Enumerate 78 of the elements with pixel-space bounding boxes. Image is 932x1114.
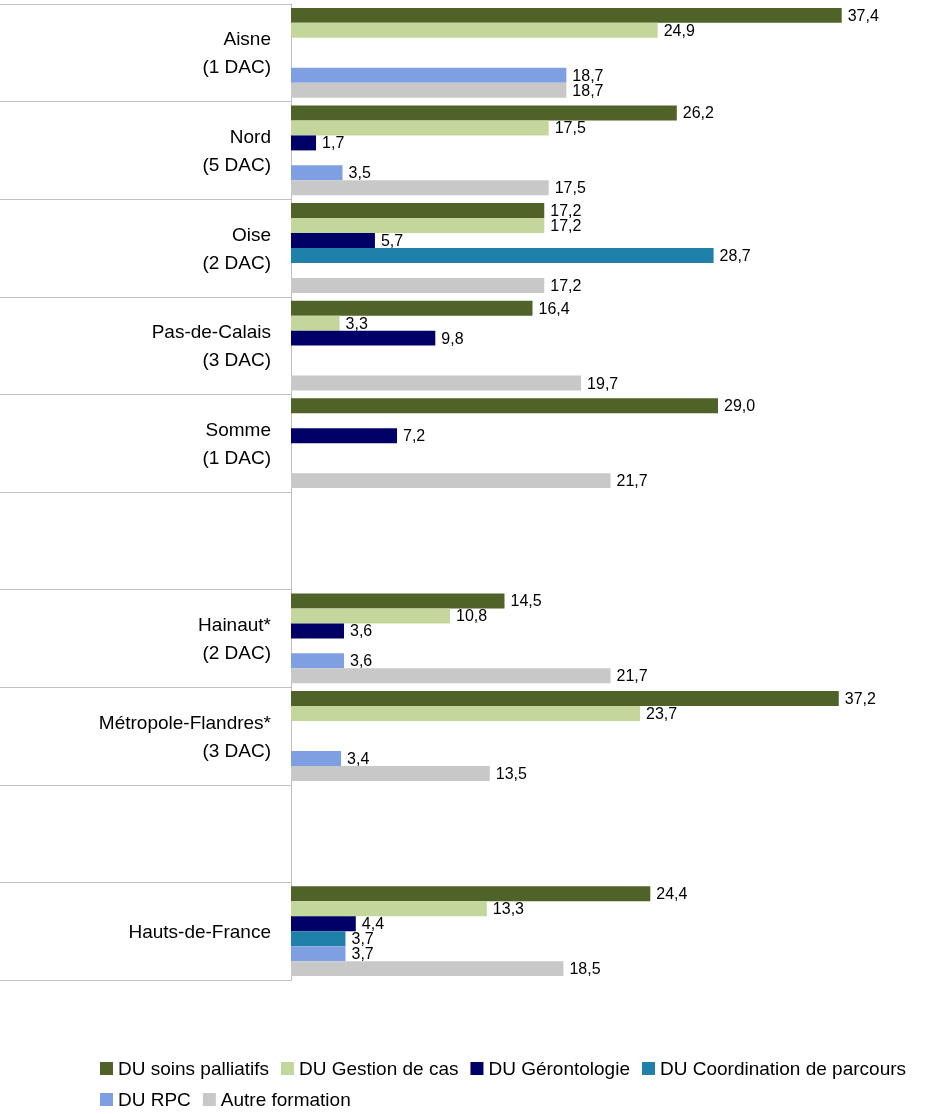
y-tick-label: Nord (5 DAC) xyxy=(202,125,271,175)
data-label: 10,8 xyxy=(456,607,488,625)
data-label: 19,7 xyxy=(587,374,619,392)
bar xyxy=(291,120,549,136)
data-label: 18,7 xyxy=(572,81,604,99)
legend-label: DU RPC xyxy=(118,1089,191,1110)
legend-label: Autre formation xyxy=(220,1089,351,1110)
y-tick-label: Hauts-de-France xyxy=(128,920,271,942)
data-label: 3,6 xyxy=(350,622,373,640)
data-label: 17,5 xyxy=(554,179,586,197)
bar xyxy=(291,608,451,624)
bar xyxy=(291,315,340,331)
data-label: 37,2 xyxy=(844,690,877,708)
bar xyxy=(291,916,356,932)
bar xyxy=(291,398,719,414)
bar xyxy=(291,886,651,902)
bar xyxy=(291,623,345,639)
data-label: 29,0 xyxy=(724,397,756,415)
data-label: 3,7 xyxy=(351,930,374,948)
data-label: 17,5 xyxy=(554,119,586,137)
data-label: 1,7 xyxy=(322,134,345,152)
legend-label: DU Coordination de parcours xyxy=(659,1058,907,1079)
bar xyxy=(291,248,714,263)
y-tick-label: Oise (2 DAC) xyxy=(202,223,271,273)
legend-label: DU Gestion de cas xyxy=(299,1058,459,1079)
bar xyxy=(291,691,839,707)
data-label: 17,2 xyxy=(550,276,582,294)
bar xyxy=(291,233,375,248)
bar xyxy=(291,901,487,917)
data-label: 3,5 xyxy=(348,164,371,182)
data-label: 4,4 xyxy=(361,915,385,933)
data-label: 37,4 xyxy=(847,6,879,24)
bar xyxy=(291,706,640,722)
y-tick-label: Métropole-Flandres* (3 DAC) xyxy=(98,711,272,761)
bar xyxy=(291,105,677,121)
legend-label: DU soins palliatifs xyxy=(118,1058,269,1079)
data-label: 23,7 xyxy=(645,705,678,723)
bar xyxy=(291,203,545,219)
bar xyxy=(291,946,346,962)
data-label: 3,6 xyxy=(350,652,373,670)
data-label: 24,4 xyxy=(656,885,688,903)
y-tick-label: Somme (1 DAC) xyxy=(202,418,271,468)
y-tick-label: Pas-de-Calais (3 DAC) xyxy=(151,321,271,371)
data-label: 5,7 xyxy=(380,232,404,250)
bar xyxy=(291,330,436,346)
data-label: 26,2 xyxy=(682,104,715,122)
bar xyxy=(291,22,658,38)
y-tick-label: Hainaut* (2 DAC) xyxy=(198,613,272,663)
bar xyxy=(291,750,342,766)
bar xyxy=(291,653,345,669)
bar xyxy=(291,135,317,151)
data-label: 18,5 xyxy=(569,960,601,978)
bar xyxy=(291,593,505,609)
data-label: 28,7 xyxy=(719,246,751,264)
data-label: 9,8 xyxy=(441,329,464,347)
data-label: 3,3 xyxy=(345,314,368,332)
data-label: 24,9 xyxy=(663,21,695,39)
data-label: 3,4 xyxy=(347,749,370,767)
bar xyxy=(291,165,343,181)
bar xyxy=(291,218,545,234)
data-label: 17,2 xyxy=(550,202,582,220)
bar xyxy=(291,931,346,947)
data-label: 13,3 xyxy=(492,900,525,918)
data-label: 7,2 xyxy=(403,427,426,445)
data-label: 17,2 xyxy=(550,217,582,235)
data-label: 3,7 xyxy=(351,945,374,963)
bar xyxy=(291,67,567,83)
legend-label: DU Gérontologie xyxy=(488,1058,630,1079)
bar xyxy=(291,428,398,444)
y-tick-label: Aisne (1 DAC) xyxy=(202,28,271,78)
bar xyxy=(291,7,842,23)
data-label: 18,7 xyxy=(572,66,604,84)
data-label: 21,7 xyxy=(616,667,648,685)
data-label: 14,5 xyxy=(510,592,542,610)
data-label: 13,5 xyxy=(495,764,528,782)
data-label: 21,7 xyxy=(616,472,648,490)
bar xyxy=(291,300,533,316)
data-label: 16,4 xyxy=(538,299,570,317)
